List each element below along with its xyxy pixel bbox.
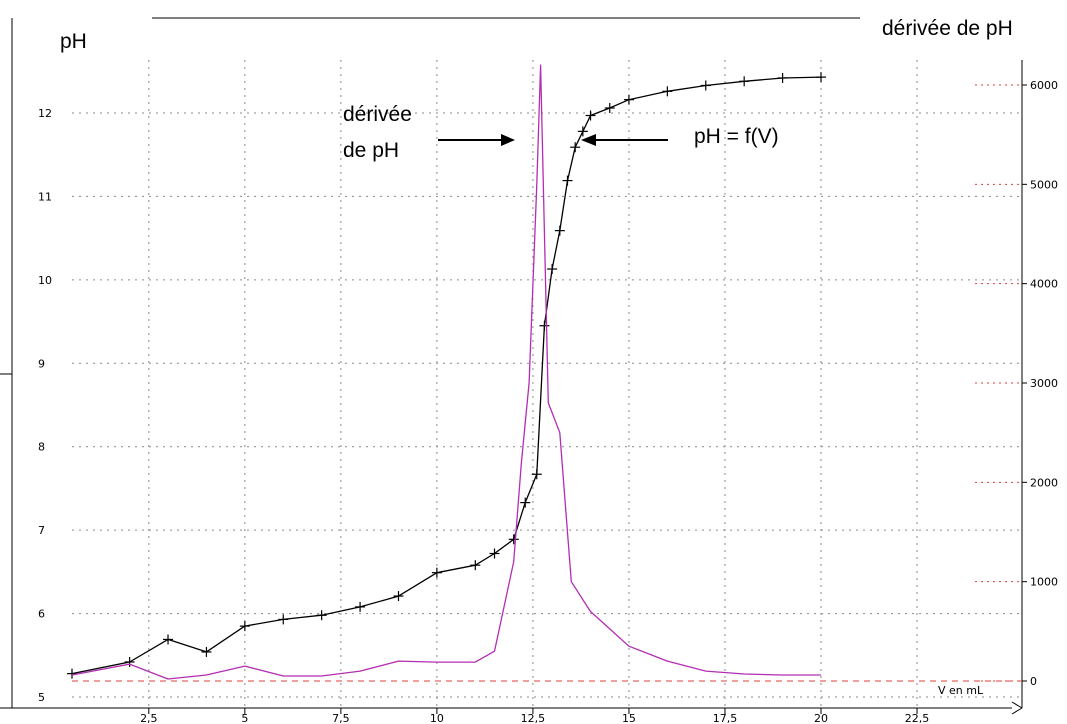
x-axis-arrow-bottom: [1011, 707, 1023, 715]
y-right-tick-label: 4000: [1030, 278, 1058, 291]
ph-data-point: [577, 126, 588, 137]
ph-series: [67, 72, 826, 679]
ph-data-point: [124, 656, 135, 667]
annotation-ph-curve: pH = f(V): [694, 125, 779, 148]
ph-data-point: [562, 175, 573, 186]
y-right-tick-label: 3000: [1030, 377, 1058, 390]
x-tick-label: 20: [814, 712, 828, 724]
series-group: [67, 64, 826, 680]
y-right-tick-label: 1000: [1030, 576, 1058, 589]
ph-data-point: [393, 591, 404, 602]
ph-data-point: [520, 497, 531, 508]
y-axis-left-title: pH: [60, 30, 87, 53]
ph-data-point: [531, 469, 542, 480]
ph-data-point: [508, 534, 519, 545]
tick-labels: 2,5 5 7,5 10 12,5 15 17,5 20 22,5 5 6 7 8 9 10 11 12 0 100…: [38, 79, 1058, 724]
ph-data-point: [777, 72, 788, 83]
y-left-tick-label: 8: [38, 441, 45, 454]
ph-data-point: [700, 80, 711, 91]
ph-curve-line: [71, 76, 822, 675]
x-tick-label: 10: [430, 712, 444, 724]
ph-data-point: [239, 621, 250, 632]
ph-data-point: [585, 110, 596, 121]
ph-data-point: [554, 225, 565, 236]
ph-data-point: [470, 560, 481, 571]
annotation-ph-arrow: [581, 134, 668, 146]
x-tick-label: 22,5: [905, 712, 930, 724]
ph-data-point: [431, 567, 442, 578]
x-tick-label: 2,5: [140, 712, 158, 724]
ph-data-point: [163, 634, 174, 645]
y-left-tick-label: 6: [38, 608, 45, 621]
x-tick-label: 7,5: [332, 712, 350, 724]
y-left-tick-label: 5: [38, 691, 45, 704]
y-left-tick-label: 7: [38, 524, 45, 537]
ph-data-point: [278, 614, 289, 625]
ph-data-point: [662, 86, 673, 97]
derivative-series: [71, 64, 821, 680]
grid-lines: [72, 60, 1022, 708]
derivative-curve-line: [71, 64, 821, 680]
y-left-tick-label: 10: [38, 274, 52, 287]
annotation-derivative-arrow: [438, 134, 515, 146]
y-right-tick-label: 2000: [1030, 476, 1058, 489]
annotation-derivative-line1: dérivée: [343, 103, 412, 126]
ph-data-point: [739, 76, 750, 87]
ph-data-point: [816, 72, 826, 83]
x-tick-label: 5: [241, 712, 248, 724]
ph-data-point: [570, 142, 581, 153]
y-axis-right-title: dérivée de pH: [882, 17, 1013, 40]
ph-data-point: [355, 601, 366, 612]
ph-data-point: [201, 646, 212, 657]
ph-data-point: [604, 102, 615, 113]
annotation-derivative-line2: de pH: [343, 139, 399, 162]
ph-data-point: [623, 94, 634, 105]
ph-data-point: [547, 264, 558, 275]
x-tick-label: 15: [622, 712, 636, 724]
y-right-tick-label: 6000: [1030, 79, 1058, 92]
x-axis-arrow-top: [1011, 701, 1023, 709]
ph-data-point: [67, 668, 77, 679]
y-right-tick-label: 5000: [1030, 178, 1058, 191]
x-tick-label: 17,5: [713, 712, 738, 724]
ph-data-point: [539, 320, 550, 331]
y-left-tick-label: 11: [38, 190, 52, 203]
frame: [0, 17, 1023, 715]
x-axis-title: V en mL: [938, 684, 984, 697]
ph-data-point: [316, 610, 327, 621]
x-tick-label: 12,5: [521, 712, 546, 724]
ph-data-point: [489, 548, 500, 559]
y-left-tick-label: 12: [38, 107, 52, 120]
y-right-tick-label: 0: [1030, 675, 1037, 688]
y-left-tick-label: 9: [38, 357, 45, 370]
